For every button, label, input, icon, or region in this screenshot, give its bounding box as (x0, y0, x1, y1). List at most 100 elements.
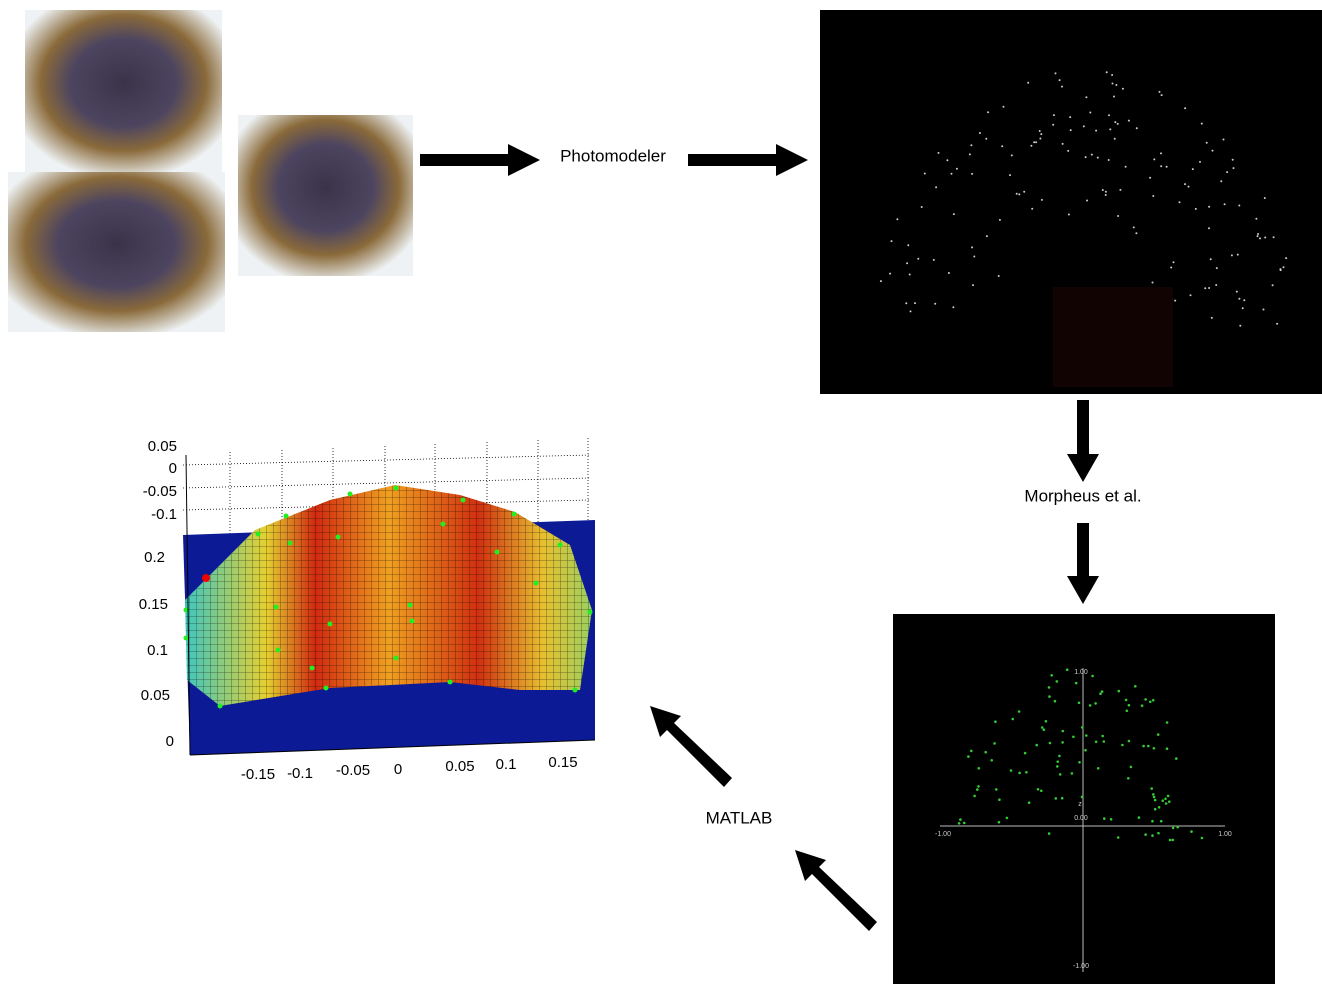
point (1216, 267, 1218, 269)
point (1211, 317, 1213, 319)
point (1052, 124, 1054, 126)
point (1103, 817, 1106, 820)
point (1061, 797, 1064, 800)
point (1223, 139, 1225, 141)
point (1091, 154, 1093, 156)
point (924, 173, 926, 175)
point (1224, 203, 1226, 205)
point (1112, 83, 1114, 85)
point (1048, 832, 1051, 835)
arrow (650, 706, 732, 787)
point (921, 206, 923, 208)
point (1040, 790, 1043, 793)
point (1018, 193, 1020, 195)
axis-label: 1.00 (1218, 831, 1232, 838)
point (1204, 287, 1206, 289)
point (1259, 237, 1261, 239)
point (984, 751, 987, 754)
point (1136, 127, 1138, 129)
x-tick-label: -0.05 (336, 762, 370, 779)
point (1147, 745, 1150, 748)
photo (8, 172, 225, 332)
point (948, 272, 950, 274)
point (1048, 686, 1051, 689)
point (1238, 205, 1240, 207)
point (1085, 734, 1088, 737)
point (1058, 755, 1061, 758)
point (1048, 695, 1051, 698)
point (1159, 91, 1161, 93)
landmark (573, 688, 578, 693)
point (1126, 710, 1129, 713)
point (1236, 291, 1238, 293)
point (1272, 284, 1274, 286)
point (1257, 235, 1259, 237)
point (880, 280, 882, 282)
point (1212, 150, 1214, 152)
point (1151, 820, 1154, 823)
point (1184, 183, 1186, 185)
z-tick-label: -0.1 (151, 506, 177, 523)
point (1011, 154, 1013, 156)
point (1276, 323, 1278, 325)
landmark (441, 522, 446, 527)
point (1144, 698, 1147, 701)
point (946, 159, 948, 161)
point (1083, 125, 1085, 127)
z-tick-label: -0.05 (143, 483, 177, 500)
point (1153, 747, 1156, 750)
point (1206, 142, 1208, 144)
point (1149, 177, 1151, 179)
point (1195, 208, 1197, 210)
point (1062, 730, 1065, 733)
point (1141, 704, 1144, 707)
point (977, 785, 980, 788)
point (1128, 120, 1130, 122)
point (970, 144, 972, 146)
point (1226, 171, 1228, 173)
z-tick-label: 0.05 (148, 438, 177, 455)
y-tick-label: 0.15 (139, 596, 168, 613)
point (889, 273, 891, 275)
point (1066, 668, 1069, 671)
landmark (284, 514, 289, 519)
x-tick-label: -0.1 (287, 765, 313, 782)
landmark (256, 532, 261, 537)
point (1110, 818, 1113, 821)
landmark (495, 550, 500, 555)
landmark (310, 666, 315, 671)
point (933, 259, 935, 261)
x-tick-label: 0.05 (445, 758, 474, 775)
point (1117, 215, 1119, 217)
point (1152, 195, 1154, 197)
point (1122, 88, 1124, 90)
point (1138, 816, 1141, 819)
point (971, 246, 973, 248)
point (1184, 107, 1186, 109)
point (953, 213, 955, 215)
point (914, 302, 916, 304)
point (1075, 682, 1078, 685)
point (917, 258, 919, 260)
landmark (336, 535, 341, 540)
point (951, 173, 953, 175)
point (1084, 749, 1087, 752)
arrow (688, 144, 808, 176)
point (1045, 720, 1048, 723)
panel-shadow (1053, 287, 1173, 387)
point (971, 173, 973, 175)
point (1001, 145, 1003, 147)
x-tick-label: 0.1 (496, 756, 517, 773)
point (1101, 735, 1104, 738)
point (896, 218, 898, 220)
point (1118, 690, 1121, 693)
point (998, 275, 1000, 277)
point (1285, 257, 1287, 259)
point (909, 274, 911, 276)
point (1023, 191, 1025, 193)
point (1170, 267, 1172, 269)
point (1153, 796, 1156, 799)
point (1059, 79, 1061, 81)
point (938, 152, 940, 154)
point (1108, 114, 1110, 116)
